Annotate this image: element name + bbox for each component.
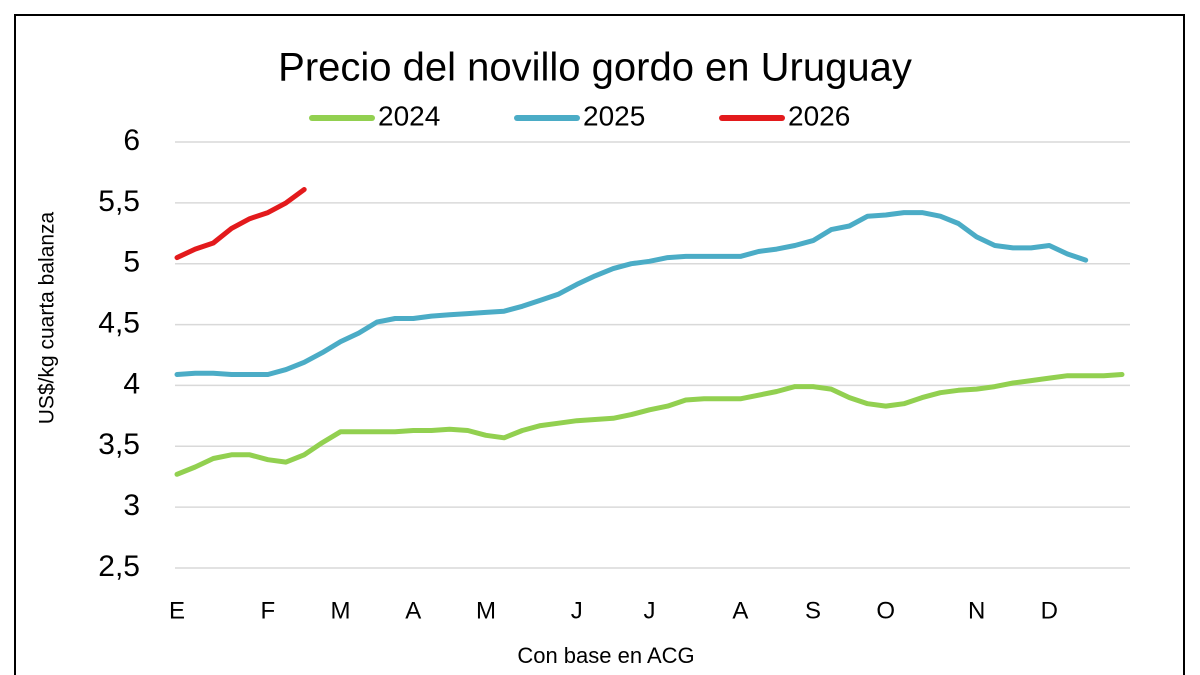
y-tick-label: 5 bbox=[123, 246, 140, 279]
legend-label: 2025 bbox=[583, 100, 645, 131]
y-tick-label: 4 bbox=[123, 367, 140, 400]
y-tick-label: 2,5 bbox=[98, 550, 140, 583]
chart-title: Precio del novillo gordo en Uruguay bbox=[278, 46, 912, 90]
y-tick-label: 5,5 bbox=[98, 185, 140, 218]
x-tick-label: M bbox=[331, 597, 351, 624]
x-tick-label: A bbox=[405, 597, 421, 624]
y-axis-label: US$/kg cuarta balanza bbox=[36, 211, 59, 424]
x-tick-label: F bbox=[261, 597, 276, 624]
chart-border bbox=[14, 14, 1185, 675]
x-tick-label: J bbox=[644, 597, 656, 624]
y-tick-label: 3 bbox=[123, 489, 140, 522]
legend-label: 2024 bbox=[378, 100, 440, 131]
y-tick-label: 4,5 bbox=[98, 306, 140, 339]
legend-label: 2026 bbox=[788, 100, 850, 131]
series-line bbox=[174, 187, 307, 261]
x-axis-label: Con base en ACG bbox=[517, 643, 694, 668]
x-tick-label: N bbox=[968, 597, 985, 624]
series-line bbox=[174, 210, 1089, 377]
x-tick-label: S bbox=[805, 597, 821, 624]
y-tick-label: 6 bbox=[123, 124, 140, 157]
x-tick-label: O bbox=[876, 597, 895, 624]
series-line bbox=[174, 372, 1125, 477]
x-tick-label: A bbox=[732, 597, 748, 624]
x-tick-label: E bbox=[169, 597, 185, 624]
x-tick-label: J bbox=[571, 597, 583, 624]
y-tick-label: 3,5 bbox=[98, 428, 140, 461]
x-tick-label: M bbox=[476, 597, 496, 624]
x-tick-label: D bbox=[1041, 597, 1058, 624]
